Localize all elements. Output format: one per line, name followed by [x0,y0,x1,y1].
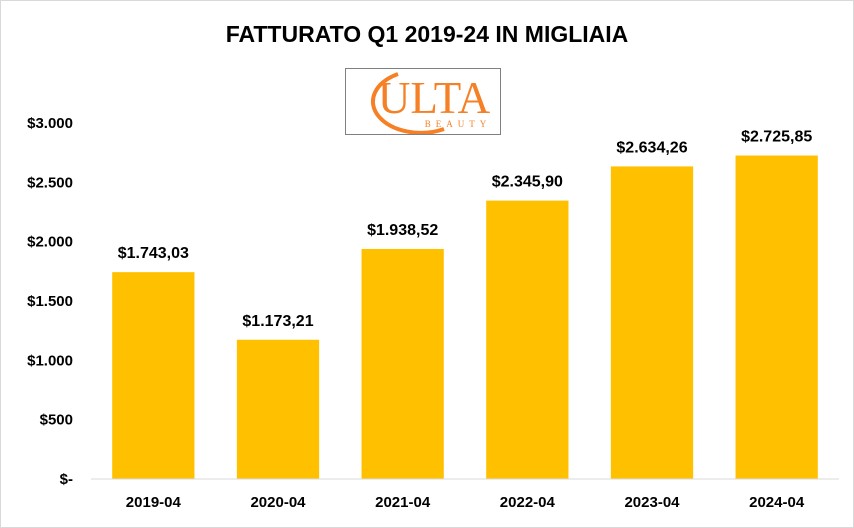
x-tick-label: 2022-04 [500,494,556,511]
bar [735,155,818,479]
ulta-beauty-logo: ULTA BEAUTY [345,68,501,135]
bar [236,339,320,479]
y-tick-label: $- [60,471,73,488]
bar [610,166,694,479]
svg-text:BEAUTY: BEAUTY [425,119,492,129]
x-tick-label: 2020-04 [250,494,306,511]
data-label: $2.634,26 [616,139,687,156]
bar [361,248,444,479]
svg-text:ULTA: ULTA [378,73,491,123]
x-tick-label: 2023-04 [624,494,680,511]
bar [486,200,569,479]
chart-title: FATTURATO Q1 2019-24 IN MIGLIAIA [225,21,629,47]
y-tick-label: $2.500 [27,174,73,191]
x-tick-label: 2019-04 [126,494,182,511]
x-tick-label: 2024-04 [749,494,805,511]
y-tick-label: $3.000 [27,115,73,132]
data-label: $1.743,03 [118,245,189,262]
y-tick-label: $2.000 [27,234,73,251]
y-tick-label: $1.000 [27,352,73,369]
bar [112,272,195,479]
data-label: $1.173,21 [242,313,313,330]
data-label: $2.725,85 [741,129,812,146]
data-label: $2.345,90 [492,174,563,191]
x-tick-label: 2021-04 [375,494,431,511]
y-tick-label: $1.500 [27,293,73,310]
y-tick-label: $500 [40,412,73,429]
data-label: $1.938,52 [367,222,438,239]
